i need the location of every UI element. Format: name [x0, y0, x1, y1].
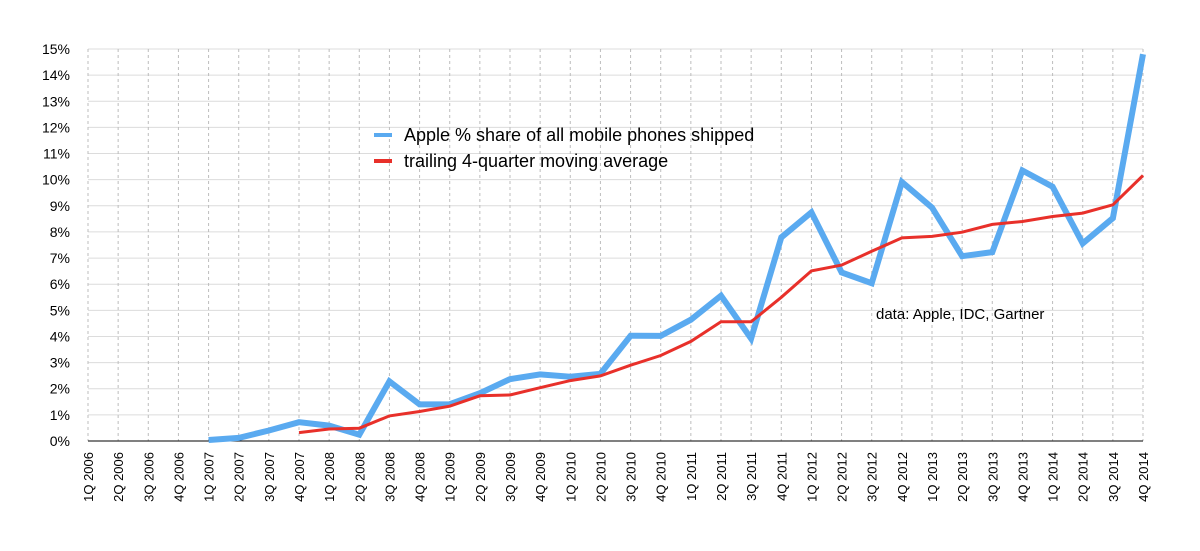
x-tick-label: 1Q 2007	[202, 452, 217, 502]
y-tick-label: 8%	[50, 224, 70, 240]
x-tick-label: 3Q 2010	[624, 452, 639, 502]
y-tick-label: 2%	[50, 381, 70, 397]
x-tick-label: 2Q 2008	[352, 452, 367, 502]
x-tick-label: 4Q 2007	[292, 452, 307, 502]
x-tick-label: 3Q 2006	[141, 452, 156, 502]
x-tick-label: 4Q 2008	[413, 452, 428, 502]
x-tick-label: 1Q 2006	[81, 452, 96, 502]
y-tick-label: 12%	[42, 119, 70, 135]
legend-label-moving-average: trailing 4-quarter moving average	[404, 151, 668, 171]
legend: Apple % share of all mobile phones shipp…	[374, 125, 754, 171]
x-tick-label: 3Q 2009	[503, 452, 518, 502]
x-tick-label: 4Q 2014	[1136, 452, 1151, 502]
x-tick-label: 2Q 2011	[714, 452, 729, 501]
y-tick-label: 4%	[50, 328, 70, 344]
y-tick-label: 15%	[42, 41, 70, 57]
x-tick-label: 4Q 2006	[171, 452, 186, 502]
x-tick-label: 3Q 2011	[744, 452, 759, 501]
y-tick-label: 5%	[50, 302, 70, 318]
x-tick-label: 3Q 2008	[382, 452, 397, 502]
x-tick-label: 4Q 2012	[895, 452, 910, 502]
source-annotation: data: Apple, IDC, Gartner	[876, 306, 1044, 323]
y-tick-label: 0%	[50, 433, 70, 449]
x-tick-label: 3Q 2014	[1106, 452, 1121, 502]
y-tick-label: 7%	[50, 250, 70, 266]
x-tick-label: 2Q 2010	[593, 452, 608, 502]
y-tick-label: 1%	[50, 407, 70, 423]
x-tick-label: 3Q 2012	[865, 452, 880, 502]
x-tick-label: 3Q 2013	[985, 452, 1000, 502]
x-tick-label: 1Q 2009	[443, 452, 458, 502]
x-tick-label: 1Q 2012	[804, 452, 819, 502]
x-tick-label: 4Q 2010	[654, 452, 669, 502]
x-tick-label: 2Q 2012	[835, 452, 850, 502]
x-tick-label: 4Q 2013	[1015, 452, 1030, 502]
y-tick-label: 14%	[42, 67, 70, 83]
x-tick-label: 3Q 2007	[262, 452, 277, 502]
x-axis: 1Q 2006 2Q 2006 3Q 2006 4Q 2006 1Q 2007 2Q 20…	[81, 452, 1151, 502]
series	[208, 53, 1146, 443]
x-tick-label: 1Q 2010	[563, 452, 578, 502]
x-tick-label: 4Q 2011	[774, 452, 789, 501]
y-tick-label: 3%	[50, 355, 70, 371]
x-tick-label: 1Q 2014	[1046, 452, 1061, 502]
x-tick-label: 2Q 2009	[473, 452, 488, 502]
x-tick-label: 2Q 2006	[111, 452, 126, 502]
x-tick-label: 1Q 2008	[322, 452, 337, 502]
x-tick-label: 4Q 2009	[533, 452, 548, 502]
series-line-share	[208, 53, 1146, 443]
x-tick-label: 2Q 2007	[232, 452, 247, 502]
x-tick-label: 2Q 2013	[955, 452, 970, 502]
series-line-moving-average	[298, 174, 1145, 435]
grid	[87, 48, 1144, 441]
y-axis: 0% 1% 2% 3% 4% 5% 6% 7% 8% 9% 10% 11% 12% 13% 14% 15%	[42, 41, 70, 449]
y-tick-label: 10%	[42, 172, 70, 188]
x-tick-label: 1Q 2013	[925, 452, 940, 502]
x-tick-label: 1Q 2011	[684, 452, 699, 501]
y-tick-label: 13%	[42, 93, 70, 109]
x-tick-label: 2Q 2014	[1076, 452, 1091, 502]
y-tick-label: 11%	[43, 146, 70, 162]
y-tick-label: 6%	[50, 276, 70, 292]
y-tick-label: 9%	[50, 198, 70, 214]
legend-label-share: Apple % share of all mobile phones shipp…	[404, 125, 754, 145]
